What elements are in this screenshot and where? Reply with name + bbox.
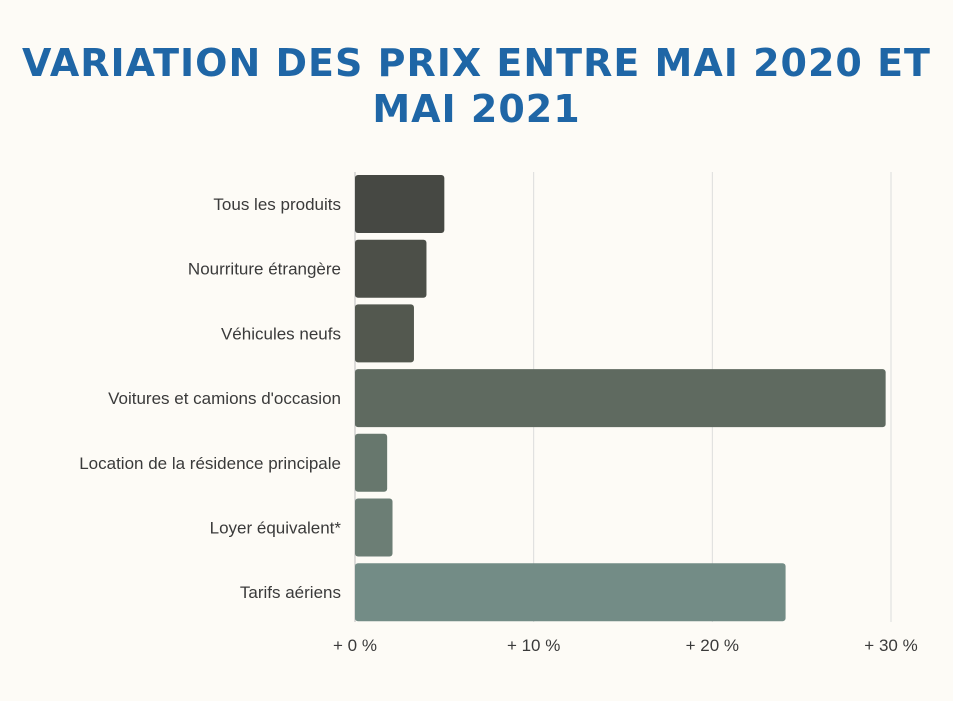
bars [355, 175, 886, 622]
bar [355, 369, 886, 428]
x-tick-label: + 0 % [333, 636, 377, 655]
bar [355, 175, 445, 233]
category-label: Tarifs aériens [240, 583, 341, 602]
category-label: Véhicules neufs [221, 324, 341, 343]
bar [355, 498, 393, 557]
category-label: Loyer équivalent* [210, 519, 342, 538]
chart-title: Variation des prix entre mai 2020 et mai… [22, 41, 931, 131]
x-tick-label: + 10 % [507, 636, 560, 655]
category-label: Location de la résidence principale [79, 454, 341, 473]
x-tick-label: + 20 % [686, 636, 739, 655]
category-labels: Tous les produits Nourriture étrangère Véh… [79, 195, 341, 602]
category-label: Tous les produits [213, 195, 341, 214]
bar [355, 304, 414, 363]
x-tick-labels: + 0 % + 10 % + 20 % + 30 % [333, 636, 918, 655]
category-label: Nourriture étrangère [188, 260, 341, 279]
bar [355, 563, 786, 622]
bar [355, 239, 427, 298]
category-label: Voitures et camions d'occasion [108, 389, 341, 408]
x-tick-label: + 30 % [864, 636, 917, 655]
bar [355, 433, 388, 492]
